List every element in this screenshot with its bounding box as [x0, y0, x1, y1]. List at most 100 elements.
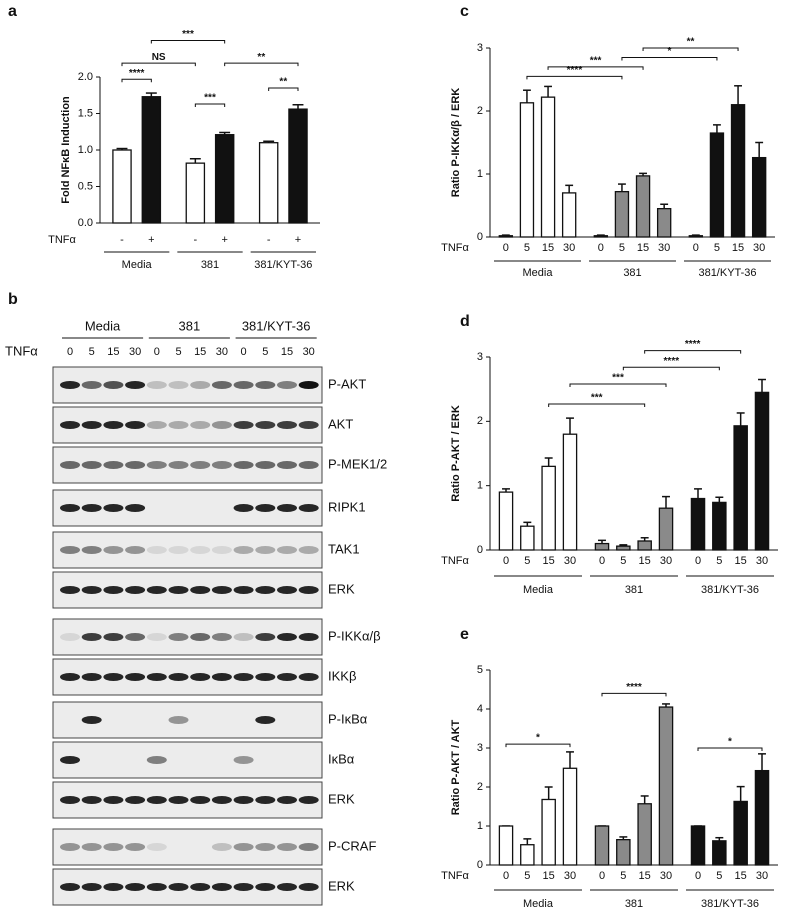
band	[146, 796, 167, 804]
significance-label: ****	[685, 339, 701, 350]
x-tick-label: 5	[620, 555, 626, 567]
blot-box	[52, 828, 323, 866]
x-tick-label: 0	[503, 870, 509, 882]
band	[190, 421, 211, 429]
row-name: RIPK1	[328, 499, 366, 514]
row-name: AKT	[328, 416, 353, 431]
band	[255, 883, 276, 891]
x-tick-label: 5	[619, 242, 625, 254]
bar	[519, 102, 535, 238]
significance-bracket	[642, 47, 739, 51]
band	[81, 673, 102, 681]
band	[146, 843, 167, 851]
band	[103, 796, 124, 804]
band	[211, 381, 232, 389]
y-tick-label: 1.5	[78, 107, 93, 119]
group-label: Media	[523, 898, 554, 910]
band	[81, 504, 102, 512]
bar	[594, 825, 610, 866]
y-tick-label: 0.0	[78, 217, 93, 229]
band	[125, 883, 146, 891]
band	[211, 796, 232, 804]
band	[125, 586, 146, 594]
group-label: Media	[523, 267, 554, 279]
significance-label: ****	[567, 65, 583, 76]
y-tick-label: 2	[477, 781, 483, 793]
band	[255, 843, 276, 851]
band	[298, 586, 319, 594]
panel-letter: c	[460, 3, 469, 20]
bar	[112, 149, 132, 224]
lane-label: 0	[241, 346, 247, 358]
x-tick-label: 0	[503, 555, 509, 567]
band	[211, 421, 232, 429]
bar	[751, 156, 767, 238]
lane-label: 30	[303, 346, 315, 358]
band	[211, 673, 232, 681]
row-name: IKKβ	[328, 668, 356, 683]
group-label: Media	[523, 584, 554, 596]
bar	[541, 798, 556, 866]
band	[277, 546, 297, 554]
band	[190, 461, 211, 469]
significance-label: **	[279, 77, 287, 88]
band	[255, 633, 276, 641]
band	[146, 883, 167, 891]
x-tick-label: 30	[564, 870, 576, 882]
band	[233, 381, 254, 389]
y-tick-label: 3	[477, 42, 483, 54]
band	[298, 461, 319, 469]
significance-bracket	[697, 747, 763, 751]
y-tick-label: 5	[477, 664, 483, 676]
bar	[288, 108, 308, 224]
band	[146, 633, 167, 641]
band	[81, 843, 102, 851]
x-tick-label: 5	[524, 555, 530, 567]
group-label: 381	[178, 318, 200, 333]
bar	[754, 391, 770, 551]
band	[168, 461, 189, 469]
row-name: ERK	[328, 878, 355, 893]
y-axis-label: Ratio P-AKT / ERK	[450, 405, 462, 502]
band	[255, 546, 276, 554]
y-tick-label: 1	[477, 820, 483, 832]
x-tick-label: -	[193, 234, 197, 246]
panel-letter: e	[460, 626, 469, 643]
lane-label: 30	[216, 346, 228, 358]
x-tick-label: 0	[693, 242, 699, 254]
lane-label: 15	[194, 346, 206, 358]
group-label: Media	[122, 259, 153, 271]
band	[60, 461, 80, 469]
row-name: P-AKT	[328, 376, 366, 391]
band	[168, 716, 189, 724]
band	[233, 421, 254, 429]
x-tick-label: 30	[563, 242, 575, 254]
band	[298, 673, 319, 681]
band	[103, 883, 124, 891]
band	[60, 633, 80, 641]
band	[298, 546, 319, 554]
band	[233, 843, 254, 851]
significance-bracket	[505, 743, 571, 748]
bar	[637, 540, 652, 551]
bar	[214, 134, 235, 224]
band	[81, 461, 102, 469]
significance-bracket	[121, 62, 196, 67]
y-tick-label: 0	[477, 544, 483, 556]
group-label: Media	[85, 318, 121, 333]
group-label: 381	[625, 584, 643, 596]
band	[298, 421, 319, 429]
significance-bracket	[224, 62, 299, 67]
band	[103, 633, 124, 641]
band	[298, 633, 319, 641]
band	[277, 421, 297, 429]
band	[103, 504, 124, 512]
band	[233, 796, 254, 804]
band	[125, 546, 146, 554]
significance-bracket	[621, 56, 718, 61]
x-tick-label: +	[295, 234, 301, 246]
bar	[561, 192, 577, 238]
x-tick-label: -	[120, 234, 124, 246]
band	[211, 461, 232, 469]
